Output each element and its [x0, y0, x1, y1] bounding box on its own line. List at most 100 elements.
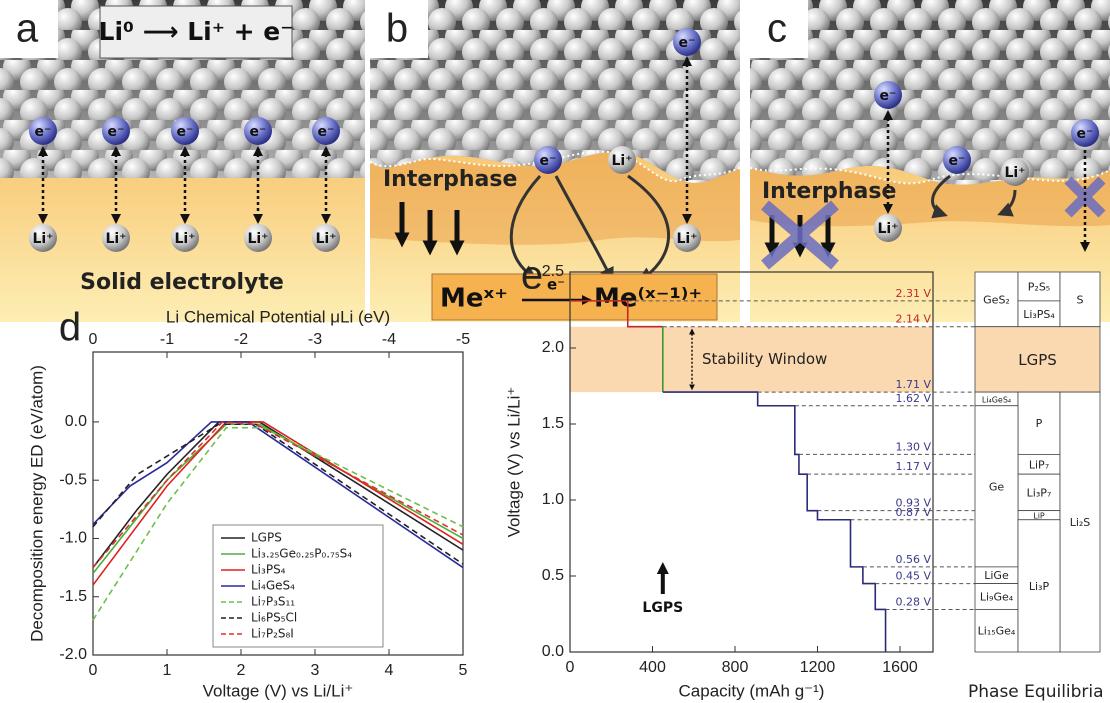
phase-label: P: [1036, 417, 1043, 430]
reactant: Meˣ⁺: [440, 284, 508, 314]
phase-label: Ge: [989, 480, 1005, 493]
y-tick-label: -1.5: [59, 588, 87, 605]
x-tick-label: 5: [459, 662, 468, 679]
interphase-label: Interphase: [762, 179, 896, 204]
x-tick-label: 0: [89, 662, 98, 679]
ion-label: Li⁺: [247, 231, 268, 247]
series-line: [663, 392, 886, 652]
phase-label: LiP: [1033, 512, 1045, 521]
panel-label: b: [386, 7, 408, 51]
ion-label: Li⁺: [105, 231, 126, 247]
legend-label: Li₃PS₄: [251, 563, 286, 577]
electron-label: e⁻: [250, 124, 267, 140]
level-label: 1.17 V: [895, 460, 931, 473]
y-tick-label: 1.0: [542, 491, 564, 508]
phase-label: LiGe: [984, 569, 1009, 582]
figure: a Li⁰ ⟶ Li⁺ + e⁻ Solid electrolyte b Int…: [0, 0, 1110, 703]
x2-tick-label: -2: [234, 331, 248, 348]
level-label: 0.45 V: [895, 570, 931, 583]
electron-label: e⁻: [35, 124, 52, 140]
legend-label: Li₃.₂₅Ge₀.₂₅P₀.₇₅S₄: [251, 547, 352, 561]
x2-tick-label: -5: [456, 331, 470, 348]
electron-label: e⁻: [1077, 126, 1094, 142]
phase-label: Li₃P₇: [1027, 486, 1052, 499]
panel-label: a: [16, 7, 39, 51]
level-label: 1.30 V: [895, 440, 931, 453]
x-tick-label: 1600: [882, 659, 918, 676]
legend-label: Li₄GeS₄: [251, 579, 295, 593]
x2-axis-label: Li Chemical Potential μLi (eV): [166, 307, 390, 326]
legend-label: Li₇P₃S₁₁: [251, 595, 295, 609]
level-label: 0.87 V: [895, 506, 931, 519]
phase-label: Li₄GeS₄: [982, 395, 1011, 404]
ion-label: Li⁺: [1004, 165, 1025, 181]
ion-label: Li⁺: [174, 231, 195, 247]
ion-label: Li⁺: [315, 231, 336, 247]
phase-label: GeS₂: [983, 293, 1010, 306]
y-tick-label: 0.0: [65, 413, 87, 430]
phase-label: Li₃PS₄: [1023, 308, 1055, 321]
phase-label: LiP₇: [1029, 458, 1049, 471]
y-axis-label: Voltage (V) vs Li/Li⁺: [504, 387, 523, 538]
phase-title: Phase Equilibria: [968, 682, 1104, 702]
electron-label: e⁻: [949, 153, 966, 169]
equation: Li⁰ ⟶ Li⁺ + e⁻: [99, 17, 294, 46]
y-tick-label: 0.5: [542, 567, 564, 584]
panel-label: d: [59, 306, 81, 350]
legend-label: LGPS: [251, 531, 282, 545]
x-axis-label: Voltage (V) vs Li/Li⁺: [203, 681, 354, 700]
electron-label: e⁻: [177, 124, 194, 140]
y-tick-label: 2.0: [542, 339, 564, 356]
x-tick-label: 3: [311, 662, 320, 679]
ion-label: Li⁺: [611, 153, 632, 169]
x2-tick-label: -3: [308, 331, 322, 348]
x-tick-label: 1: [163, 662, 172, 679]
legend-label: Li₆PS₅Cl: [251, 611, 297, 625]
phase-label: Li₃P: [1029, 580, 1050, 593]
electrolyte-label: Solid electrolyte: [80, 270, 284, 295]
x-tick-label: 800: [722, 659, 749, 676]
product: Me⁽ˣ⁻¹⁾⁺: [594, 284, 702, 314]
phase-label: P₂S₅: [1028, 280, 1050, 293]
phase-label: S: [1077, 293, 1084, 306]
electron-label: e⁻: [880, 88, 897, 104]
y-axis-label: Decomposition energy ED (eV/atom): [27, 365, 46, 642]
legend-label: Li₇P₂S₈I: [251, 627, 294, 641]
y-tick-label: 2.5: [542, 263, 564, 280]
x-axis-label: Capacity (mAh g⁻¹): [679, 681, 825, 700]
window-label: Stability Window: [702, 350, 827, 368]
y-tick-label: 1.5: [542, 415, 564, 432]
electron-label: e⁻: [540, 153, 557, 169]
panel-label: e: [521, 254, 543, 298]
x-tick-label: 400: [639, 659, 666, 676]
phase-label: LGPS: [1018, 351, 1057, 369]
y-tick-label: -0.5: [59, 471, 87, 488]
x-tick-label: 4: [385, 662, 394, 679]
electron-label: e⁻: [679, 35, 696, 51]
phase-label: Li₁₅Ge₄: [978, 625, 1016, 638]
x2-tick-label: -4: [382, 331, 396, 348]
y-tick-label: -1.0: [59, 530, 87, 547]
electron-label: e⁻: [108, 124, 125, 140]
ion-label: Li⁺: [32, 231, 53, 247]
x2-tick-label: -1: [160, 331, 174, 348]
x2-tick-label: 0: [89, 331, 98, 348]
level-label: 1.71 V: [895, 378, 931, 391]
level-label: 1.62 V: [895, 392, 931, 405]
ion-label: Li⁺: [877, 221, 898, 237]
panel-label: c: [767, 7, 787, 51]
phase-label: Li₂S: [1070, 516, 1091, 529]
electron-label: e⁻: [318, 124, 335, 140]
x-tick-label: 2: [237, 662, 246, 679]
panel-a: a Li⁰ ⟶ Li⁺ + e⁻ Solid electrolyte: [0, 0, 365, 322]
level-label: 2.31 V: [895, 287, 931, 300]
level-label: 2.14 V: [895, 313, 931, 326]
lgps-marker-label: LGPS: [642, 600, 683, 616]
phase-label: Li₉Ge₄: [980, 591, 1014, 604]
x-tick-label: 0: [566, 659, 575, 676]
x-tick-label: 1200: [800, 659, 836, 676]
y-tick-label: -2.0: [59, 646, 87, 663]
y-tick-label: 0.0: [542, 643, 564, 660]
level-label: 0.28 V: [895, 595, 931, 608]
level-label: 0.56 V: [895, 553, 931, 566]
